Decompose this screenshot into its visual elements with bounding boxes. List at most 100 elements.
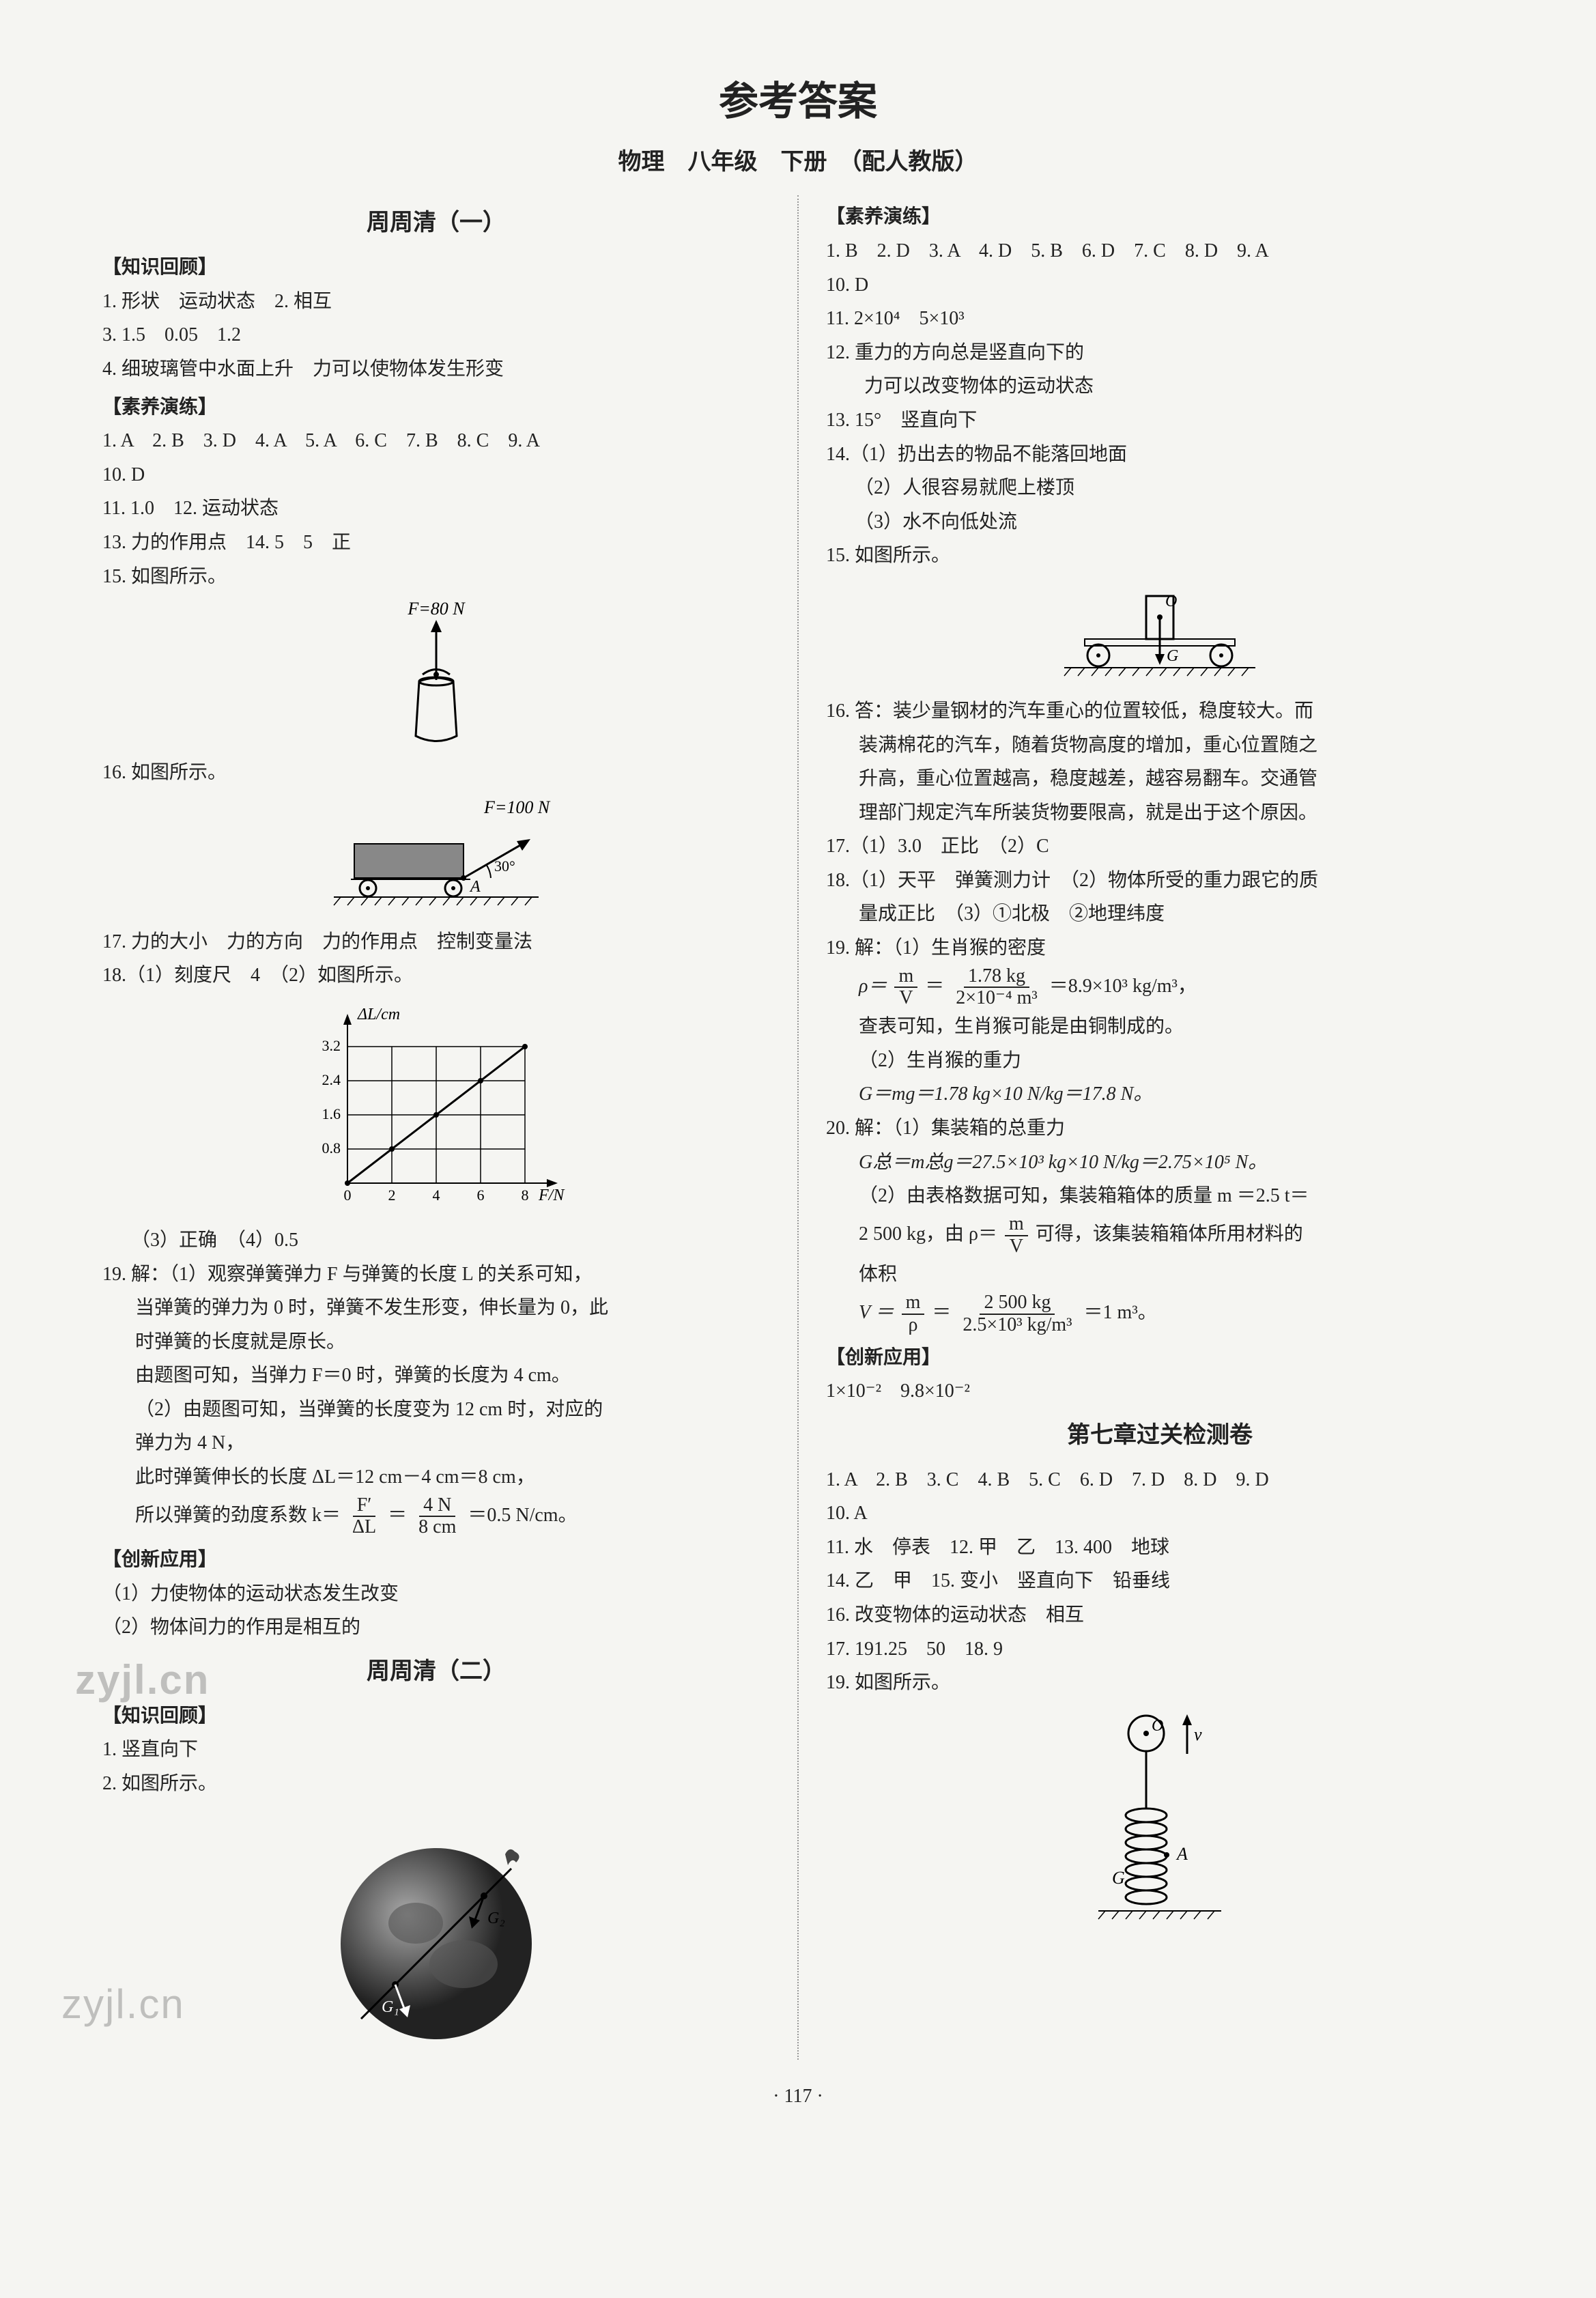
figure-globe: G₁ G₂ zyjl.cn xyxy=(102,1807,770,2053)
answer-line: 15. 如图所示。 xyxy=(102,561,770,593)
answer-line: 查表可知，生肖猴可能是由铜制成的。 xyxy=(826,1010,1494,1043)
svg-text:0: 0 xyxy=(344,1187,352,1204)
fraction: m ρ xyxy=(902,1292,925,1336)
equation-line: 所以弹簧的劲度系数 k＝ F′ ΔL ＝ 4 N 8 cm ＝0.5 N/cm。 xyxy=(102,1495,770,1539)
svg-text:2.4: 2.4 xyxy=(322,1071,341,1088)
text: V ＝ xyxy=(859,1302,894,1323)
answer-line: （2）由题图可知，当弹簧的长度变为 12 cm 时，对应的 xyxy=(102,1393,770,1426)
answer-line: 16. 如图所示。 xyxy=(102,756,770,789)
svg-text:1.6: 1.6 xyxy=(322,1105,341,1122)
answer-line: 1. A 2. B 3. C 4. B 5. C 6. D 7. D 8. D … xyxy=(826,1464,1494,1496)
answer-line: 19. 如图所示。 xyxy=(826,1666,1494,1699)
answer-line: 10. D xyxy=(102,459,770,492)
section-title-text: 周周清（二） xyxy=(367,1659,506,1684)
answer-line: 10. D xyxy=(826,269,1494,302)
answer-line: 15. 如图所示。 xyxy=(826,539,1494,572)
point-a-label: A xyxy=(469,878,481,896)
denominator: ρ xyxy=(904,1315,922,1336)
answer-line: 弹力为 4 N， xyxy=(102,1427,770,1460)
answer-line: 19. 解：（1）观察弹簧弹力 F 与弹簧的长度 L 的关系可知， xyxy=(102,1258,770,1291)
fraction: m V xyxy=(1005,1214,1028,1258)
answer-line: 3. 1.5 0.05 1.2 xyxy=(102,319,770,352)
answer-line: 4. 细玻璃管中水面上升 力可以使物体发生形变 xyxy=(102,353,770,386)
numerator: 1.78 kg xyxy=(964,966,1029,989)
answer-line: （1）力使物体的运动状态发生改变 xyxy=(102,1578,770,1611)
answer-line: （2）人很容易就爬上楼顶 xyxy=(826,472,1494,505)
page-title: 参考答案 xyxy=(102,68,1494,136)
answer-line: 1. A 2. B 3. D 4. A 5. A 6. C 7. B 8. C … xyxy=(102,425,770,457)
section-title-3: 第七章过关检测卷 xyxy=(826,1416,1494,1456)
svg-text:2: 2 xyxy=(388,1187,396,1204)
svg-text:F/N: F/N xyxy=(538,1187,565,1204)
column-divider xyxy=(797,195,799,2059)
answer-line: 1. 竖直向下 xyxy=(102,1733,770,1766)
fraction: F′ ΔL xyxy=(348,1495,380,1539)
watermark: zyjl.cn xyxy=(75,1645,210,1715)
answer-line: 11. 水 停表 12. 甲 乙 13. 400 地球 xyxy=(826,1531,1494,1564)
answer-line: 10. A xyxy=(826,1497,1494,1530)
answer-line: （2）生肖猴的重力 xyxy=(826,1045,1494,1077)
answer-line: 装满棉花的汽车，随着货物高度的增加，重心位置随之 xyxy=(826,729,1494,762)
answer-line: 时弹簧的长度就是原长。 xyxy=(102,1326,770,1359)
answer-line: 16. 改变物体的运动状态 相互 xyxy=(826,1599,1494,1632)
answer-line: （3）正确 （4）0.5 xyxy=(102,1224,770,1257)
svg-text:8: 8 xyxy=(522,1187,529,1204)
equation-line: ρ＝ m V ＝ 1.78 kg 2×10⁻⁴ m³ ＝8.9×10³ kg/m… xyxy=(826,966,1494,1010)
heading-innovation: 【创新应用】 xyxy=(102,1544,770,1576)
svg-text:G₁: G₁ xyxy=(382,1998,399,2016)
answer-line: （3）水不向低处流 xyxy=(826,506,1494,539)
page-number: · 117 · xyxy=(102,2080,1494,2113)
o-label: O xyxy=(1165,593,1177,610)
figure-r19-spring: O v G A xyxy=(826,1706,1494,1952)
equation-line: V ＝ m ρ ＝ 2 500 kg 2.5×10³ kg/m³ ＝1 m³。 xyxy=(826,1292,1494,1336)
answer-line: 1×10⁻² 9.8×10⁻² xyxy=(826,1375,1494,1408)
angle-label: 30° xyxy=(494,857,515,875)
fraction: 2 500 kg 2.5×10³ kg/m³ xyxy=(958,1292,1076,1336)
answer-line: 1. 形状 运动状态 2. 相互 xyxy=(102,285,770,318)
svg-text:ΔL/cm: ΔL/cm xyxy=(357,1006,400,1023)
text: 2 500 kg，由 ρ＝ xyxy=(859,1223,997,1245)
answer-line: 18.（1）天平 弹簧测力计 （2）物体所受的重力跟它的质 xyxy=(826,864,1494,897)
text: ρ＝ xyxy=(859,976,887,997)
equals: ＝ xyxy=(932,1302,951,1323)
force-label: F=100 N xyxy=(483,797,551,817)
section-title-1: 周周清（一） xyxy=(102,203,770,243)
svg-text:3.2: 3.2 xyxy=(322,1037,341,1054)
svg-text:G: G xyxy=(1112,1868,1125,1888)
fraction: 4 N 8 cm xyxy=(414,1495,460,1539)
denominator: V xyxy=(895,988,917,1009)
denominator: 2.5×10³ kg/m³ xyxy=(958,1315,1076,1336)
answer-line: 17. 191.25 50 18. 9 xyxy=(826,1633,1494,1666)
svg-text:G₂: G₂ xyxy=(487,1910,505,1927)
answer-line: 20. 解：（1）集装箱的总重力 xyxy=(826,1112,1494,1145)
fraction: 1.78 kg 2×10⁻⁴ m³ xyxy=(952,966,1042,1010)
answer-line: 量成正比 （3）①北极 ②地理纬度 xyxy=(826,898,1494,931)
answer-line: 升高，重心位置越高，稳度越差，越容易翻车。交通管 xyxy=(826,763,1494,795)
numerator: 2 500 kg xyxy=(980,1292,1055,1315)
answer-line: 17. 力的大小 力的方向 力的作用点 控制变量法 xyxy=(102,926,770,959)
answer-line: 11. 1.0 12. 运动状态 xyxy=(102,492,770,525)
answer-line: 18.（1）刻度尺 4 （2）如图所示。 xyxy=(102,959,770,992)
two-column-layout: 周周清（一） 【知识回顾】 1. 形状 运动状态 2. 相互 3. 1.5 0.… xyxy=(102,195,1494,2059)
numerator: m xyxy=(894,966,917,989)
equals: ＝ xyxy=(925,976,944,997)
force-label: F=80 N xyxy=(407,599,466,619)
heading-practice: 【素养演练】 xyxy=(102,391,770,424)
right-column: 【素养演练】 1. B 2. D 3. A 4. D 5. B 6. D 7. … xyxy=(826,195,1494,2059)
section-title-2: zyjl.cn 周周清（二） xyxy=(102,1652,770,1692)
answer-line: 此时弹簧伸长的长度 ΔL＝12 cm－4 cm＝8 cm， xyxy=(102,1461,770,1494)
numerator: m xyxy=(902,1292,925,1315)
numerator: F′ xyxy=(353,1495,376,1518)
denominator: 2×10⁻⁴ m³ xyxy=(952,988,1042,1009)
text: 所以弹簧的劲度系数 k＝ xyxy=(135,1505,341,1526)
numerator: 4 N xyxy=(419,1495,455,1518)
text: ＝0.5 N/cm。 xyxy=(468,1505,577,1526)
svg-text:0.8: 0.8 xyxy=(322,1139,341,1157)
svg-text:4: 4 xyxy=(433,1187,440,1204)
g-label: G xyxy=(1167,647,1178,665)
denominator: ΔL xyxy=(348,1517,380,1538)
svg-text:v: v xyxy=(1194,1725,1202,1744)
answer-line: 14. 乙 甲 15. 变小 竖直向下 铅垂线 xyxy=(826,1565,1494,1598)
page-subtitle: 物理 八年级 下册 （配人教版） xyxy=(102,143,1494,182)
answer-line: 14.（1）扔出去的物品不能落回地面 xyxy=(826,438,1494,471)
